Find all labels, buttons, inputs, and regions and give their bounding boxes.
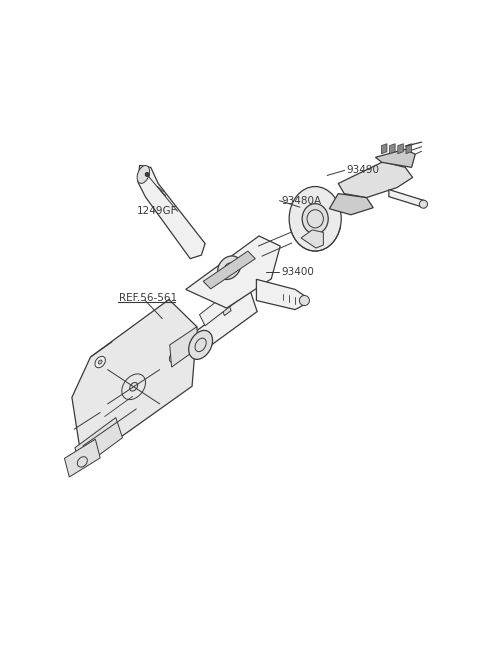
Ellipse shape: [289, 187, 341, 251]
Polygon shape: [256, 279, 305, 310]
Ellipse shape: [169, 351, 180, 363]
Ellipse shape: [91, 435, 102, 447]
Polygon shape: [186, 236, 280, 308]
Polygon shape: [329, 194, 373, 215]
Polygon shape: [390, 143, 395, 154]
Ellipse shape: [137, 166, 150, 183]
Polygon shape: [398, 143, 403, 154]
Text: 93490: 93490: [347, 166, 379, 176]
Ellipse shape: [145, 172, 149, 176]
Ellipse shape: [95, 356, 106, 367]
Text: 1249GF: 1249GF: [137, 206, 177, 216]
Ellipse shape: [173, 355, 177, 359]
Ellipse shape: [98, 360, 102, 364]
Polygon shape: [375, 149, 415, 168]
Polygon shape: [170, 327, 198, 367]
Polygon shape: [406, 143, 411, 154]
Text: REF.56-561: REF.56-561: [119, 293, 177, 303]
Polygon shape: [75, 417, 122, 468]
Polygon shape: [203, 251, 255, 289]
Ellipse shape: [189, 330, 213, 360]
Text: 93400: 93400: [281, 267, 314, 277]
Polygon shape: [389, 189, 424, 208]
Text: 93480A: 93480A: [281, 196, 322, 206]
Polygon shape: [382, 143, 387, 154]
Ellipse shape: [218, 256, 241, 280]
Ellipse shape: [420, 200, 428, 208]
Ellipse shape: [130, 383, 138, 391]
Polygon shape: [301, 230, 324, 248]
Polygon shape: [338, 162, 413, 198]
Polygon shape: [138, 165, 205, 259]
Polygon shape: [200, 295, 231, 326]
Polygon shape: [219, 295, 231, 316]
Ellipse shape: [302, 204, 328, 234]
Ellipse shape: [95, 439, 98, 443]
Polygon shape: [64, 440, 100, 477]
Ellipse shape: [300, 295, 310, 305]
Polygon shape: [72, 299, 197, 464]
Ellipse shape: [147, 174, 149, 177]
Polygon shape: [148, 291, 257, 386]
